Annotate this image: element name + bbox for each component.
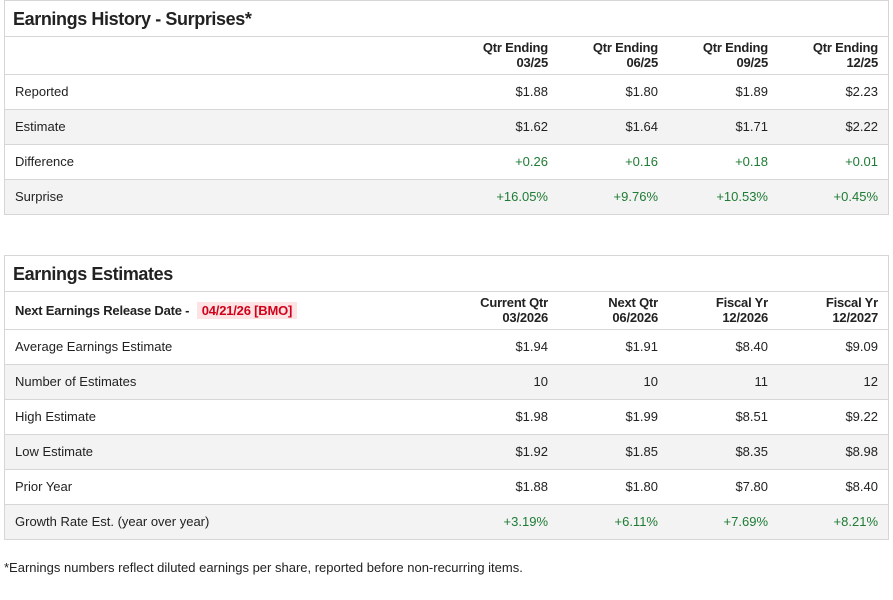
table-cell: $1.99: [558, 398, 668, 434]
earnings-estimates-title: Earnings Estimates: [5, 256, 888, 292]
column-header-label: Next Qtr: [608, 295, 658, 311]
header-blank: [5, 37, 448, 74]
table-cell: $1.91: [558, 328, 668, 364]
table-cell: $7.80: [668, 468, 778, 504]
row-label: Estimate: [5, 108, 448, 144]
table-cell: $9.22: [778, 398, 888, 434]
table-row: Average Earnings Estimate $1.94 $1.91 $8.40…: [5, 328, 888, 364]
table-header-row: Qtr Ending 03/25 Qtr Ending 06/25 Qtr Ending…: [5, 37, 888, 74]
table-cell: $1.62: [448, 108, 558, 144]
table-cell: +7.69%: [668, 503, 778, 539]
table-cell: $1.71: [668, 108, 778, 144]
table-cell: $8.40: [778, 468, 888, 504]
table-row: Low Estimate $1.92 $1.85 $8.35 $8.98: [5, 433, 888, 469]
column-header: Fiscal Yr 12/2027: [778, 292, 888, 329]
table-cell: 12: [778, 363, 888, 399]
column-header-period: 12/25: [846, 55, 878, 71]
column-header: Qtr Ending 06/25: [558, 37, 668, 74]
row-label: Prior Year: [5, 468, 448, 504]
row-label: Number of Estimates: [5, 363, 448, 399]
table-row: Estimate $1.62 $1.64 $1.71 $2.22: [5, 108, 888, 144]
table-cell: +3.19%: [448, 503, 558, 539]
column-header-label: Fiscal Yr: [825, 295, 878, 311]
column-header-label: Qtr Ending: [812, 40, 878, 56]
column-header-period: 12/2026: [722, 310, 768, 326]
table-cell: $1.98: [448, 398, 558, 434]
table-cell: 10: [558, 363, 668, 399]
table-cell: +0.26: [448, 143, 558, 179]
column-header-period: 06/25: [626, 55, 658, 71]
column-header-period: 03/2026: [502, 310, 548, 326]
table-cell: $1.94: [448, 328, 558, 364]
row-label: Average Earnings Estimate: [5, 328, 448, 364]
table-cell: $1.89: [668, 73, 778, 109]
table-cell: $8.51: [668, 398, 778, 434]
table-cell: +0.01: [778, 143, 888, 179]
table-row: Growth Rate Est. (year over year) +3.19% +…: [5, 503, 888, 539]
column-header-period: 09/25: [736, 55, 768, 71]
earnings-estimates-table: Next Earnings Release Date - 04/21/26 [B…: [5, 292, 888, 539]
column-header: Next Qtr 06/2026: [558, 292, 668, 329]
table-cell: $1.80: [558, 468, 668, 504]
table-cell: $8.35: [668, 433, 778, 469]
table-row: Surprise +16.05% +9.76% +10.53% +0.45%: [5, 178, 888, 214]
table-cell: $2.22: [778, 108, 888, 144]
column-header: Current Qtr 03/2026: [448, 292, 558, 329]
table-cell: +0.45%: [778, 178, 888, 214]
table-cell: $1.80: [558, 73, 668, 109]
row-label: Low Estimate: [5, 433, 448, 469]
column-header-label: Fiscal Yr: [715, 295, 768, 311]
row-label: Reported: [5, 73, 448, 109]
table-header-row: Next Earnings Release Date - 04/21/26 [B…: [5, 292, 888, 329]
row-label: Difference: [5, 143, 448, 179]
row-label: Growth Rate Est. (year over year): [5, 503, 448, 539]
table-row: Difference +0.26 +0.16 +0.18 +0.01: [5, 143, 888, 179]
table-row: Reported $1.88 $1.80 $1.89 $2.23: [5, 73, 888, 109]
table-cell: $1.88: [448, 73, 558, 109]
column-header: Qtr Ending 03/25: [448, 37, 558, 74]
table-cell: $8.40: [668, 328, 778, 364]
table-cell: $1.92: [448, 433, 558, 469]
column-header: Qtr Ending 09/25: [668, 37, 778, 74]
earnings-history-panel: Earnings History - Surprises* Qtr Ending…: [4, 0, 889, 215]
table-cell: +9.76%: [558, 178, 668, 214]
column-header-label: Qtr Ending: [702, 40, 768, 56]
table-row: Number of Estimates 10 10 11 12: [5, 363, 888, 399]
table-cell: $9.09: [778, 328, 888, 364]
table-cell: $2.23: [778, 73, 888, 109]
table-cell: $8.98: [778, 433, 888, 469]
table-cell: +6.11%: [558, 503, 668, 539]
next-release-header: Next Earnings Release Date - 04/21/26 [B…: [5, 292, 448, 329]
row-label: High Estimate: [5, 398, 448, 434]
table-row: Prior Year $1.88 $1.80 $7.80 $8.40: [5, 468, 888, 504]
table-cell: 11: [668, 363, 778, 399]
table-cell: +10.53%: [668, 178, 778, 214]
next-release-label: Next Earnings Release Date -: [15, 302, 190, 318]
column-header-period: 03/25: [516, 55, 548, 71]
table-cell: $1.88: [448, 468, 558, 504]
table-cell: +0.16: [558, 143, 668, 179]
column-header: Qtr Ending 12/25: [778, 37, 888, 74]
table-cell: +8.21%: [778, 503, 888, 539]
column-header-label: Qtr Ending: [592, 40, 658, 56]
table-cell: 10: [448, 363, 558, 399]
table-row: High Estimate $1.98 $1.99 $8.51 $9.22: [5, 398, 888, 434]
column-header-period: 12/2027: [832, 310, 878, 326]
earnings-estimates-panel: Earnings Estimates Next Earnings Release…: [4, 255, 889, 540]
row-label: Surprise: [5, 178, 448, 214]
table-cell: +16.05%: [448, 178, 558, 214]
column-header-label: Current Qtr: [480, 295, 548, 311]
column-header-label: Qtr Ending: [482, 40, 548, 56]
table-cell: +0.18: [668, 143, 778, 179]
column-header: Fiscal Yr 12/2026: [668, 292, 778, 329]
table-cell: $1.85: [558, 433, 668, 469]
table-cell: $1.64: [558, 108, 668, 144]
earnings-history-table: Qtr Ending 03/25 Qtr Ending 06/25 Qtr Ending…: [5, 37, 888, 214]
column-header-period: 06/2026: [612, 310, 658, 326]
footnote: *Earnings numbers reflect diluted earnin…: [4, 560, 523, 575]
earnings-history-title: Earnings History - Surprises*: [5, 1, 888, 37]
next-release-date: 04/21/26 [BMO]: [196, 301, 298, 319]
